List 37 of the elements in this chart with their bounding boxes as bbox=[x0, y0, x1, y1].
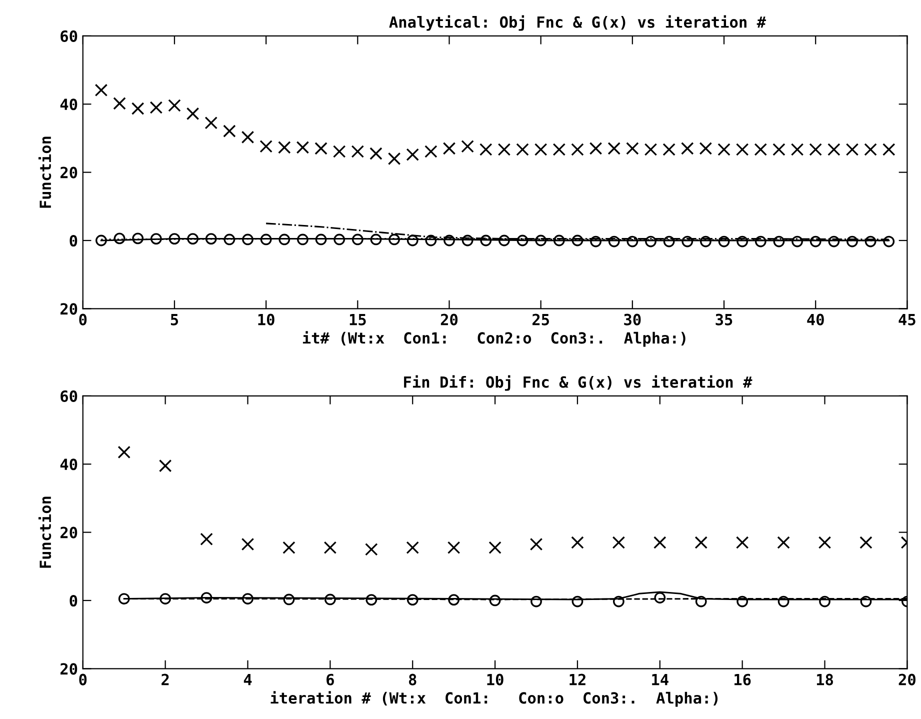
x-tick-label: 15 bbox=[350, 314, 366, 326]
x-tick-label: 5 bbox=[170, 314, 178, 326]
x-tick-label: 10 bbox=[487, 674, 504, 686]
x-tick-label: 8 bbox=[408, 674, 416, 686]
x-tick-label: 2 bbox=[162, 674, 169, 686]
y-axis-title: Function bbox=[38, 136, 52, 208]
x-tick-label: 40 bbox=[807, 314, 824, 326]
x-tick-label: 12 bbox=[570, 674, 586, 686]
x-tick-label: 0 bbox=[79, 314, 87, 326]
x-tick-label: 45 bbox=[898, 314, 916, 326]
x-tick-label: 35 bbox=[716, 314, 732, 326]
chart-title: Fin Dif: Obj Fnc & G(x) vs iteration # bbox=[404, 375, 752, 391]
x-tick-label: 25 bbox=[532, 314, 549, 326]
y-tick-label: 40 bbox=[60, 458, 78, 470]
x-tick-label: 30 bbox=[624, 314, 641, 326]
y-tick-label: 0 bbox=[70, 234, 78, 247]
x-axis-title: it# (Wt:x Con1: Con2:o Con3:. Alpha:) bbox=[302, 331, 686, 347]
y-tick-label: 20 bbox=[60, 303, 78, 315]
x-tick-label: 10 bbox=[258, 314, 274, 326]
x-tick-label: 20 bbox=[440, 314, 458, 326]
y-tick-label: 20 bbox=[60, 166, 78, 178]
x-tick-label: 6 bbox=[326, 674, 334, 686]
x-tick-label: 18 bbox=[816, 674, 833, 686]
y-tick-label: 40 bbox=[60, 98, 78, 110]
y-tick-label: 60 bbox=[60, 30, 78, 42]
y-tick-label: 20 bbox=[60, 663, 78, 675]
x-axis-title: iteration # (Wt:x Con1: Con:o Con3:. Alpha:) bbox=[270, 691, 718, 707]
x-tick-label: 14 bbox=[652, 674, 668, 686]
y-axis-title: Function bbox=[38, 496, 52, 568]
y-tick-label: 20 bbox=[60, 526, 78, 538]
chart-title: Analytical: Obj Fnc & G(x) vs iteration # bbox=[389, 15, 766, 31]
y-tick-label: 60 bbox=[60, 390, 78, 402]
x-tick-label: 20 bbox=[898, 674, 916, 686]
y-tick-label: 0 bbox=[70, 594, 78, 607]
x-tick-label: 4 bbox=[244, 674, 252, 686]
x-tick-label: 0 bbox=[79, 674, 87, 686]
x-tick-label: 16 bbox=[734, 674, 751, 686]
